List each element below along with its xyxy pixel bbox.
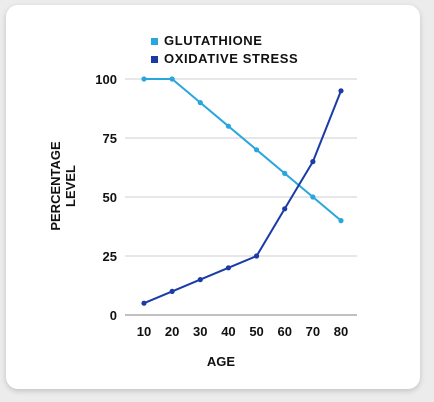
x-tick-label-70: 70 xyxy=(306,324,320,339)
gridlines xyxy=(125,78,357,316)
series xyxy=(141,76,344,306)
x-tick-label-80: 80 xyxy=(334,324,348,339)
y-tick-label-75: 75 xyxy=(103,131,117,146)
y-axis-label-line-2: LEVEL xyxy=(63,165,78,207)
y-tick-label-25: 25 xyxy=(103,249,117,264)
y-axis-label-line-1: PERCENTAGE xyxy=(48,141,63,231)
y-tick-label-0: 0 xyxy=(110,308,117,323)
y-tick-label-50: 50 xyxy=(103,190,117,205)
x-tick-label-30: 30 xyxy=(193,324,207,339)
x-tick-label-40: 40 xyxy=(221,324,235,339)
x-axis-ticks: 10 20 30 40 50 60 70 80 xyxy=(137,324,348,339)
point-oxidative-stress-30 xyxy=(197,277,203,283)
x-tick-label-10: 10 xyxy=(137,324,151,339)
x-axis-label: AGE xyxy=(207,354,236,369)
series-line-glutathione xyxy=(144,78,342,222)
y-tick-label-100: 100 xyxy=(95,72,117,87)
point-oxidative-stress-50 xyxy=(253,253,260,259)
point-glutathione-50 xyxy=(253,147,260,153)
point-glutathione-40 xyxy=(225,123,232,129)
point-oxidative-stress-70 xyxy=(310,159,316,165)
legend-swatch-glutathione xyxy=(151,38,158,45)
point-glutathione-60 xyxy=(282,170,288,176)
point-oxidative-stress-80 xyxy=(338,88,344,94)
point-oxidative-stress-20 xyxy=(169,288,175,294)
legend-swatch-oxidative-stress xyxy=(151,56,158,63)
point-oxidative-stress-10 xyxy=(141,300,147,306)
point-glutathione-80 xyxy=(338,218,344,224)
series-line-oxidative-stress xyxy=(143,90,342,305)
point-glutathione-20 xyxy=(169,76,175,82)
legend: GLUTATHIONE OXIDATIVE STRESS xyxy=(151,33,298,66)
point-glutathione-10 xyxy=(141,76,147,82)
point-glutathione-30 xyxy=(197,100,203,106)
legend-label-oxidative-stress: OXIDATIVE STRESS xyxy=(164,51,298,66)
point-glutathione-70 xyxy=(310,194,316,200)
x-tick-label-60: 60 xyxy=(277,324,291,339)
point-oxidative-stress-60 xyxy=(282,206,288,212)
x-tick-label-50: 50 xyxy=(249,324,263,339)
point-oxidative-stress-40 xyxy=(225,265,232,271)
x-tick-label-20: 20 xyxy=(165,324,179,339)
legend-label-glutathione: GLUTATHIONE xyxy=(164,33,263,48)
y-axis-ticks: 0 25 50 75 100 xyxy=(95,72,117,323)
